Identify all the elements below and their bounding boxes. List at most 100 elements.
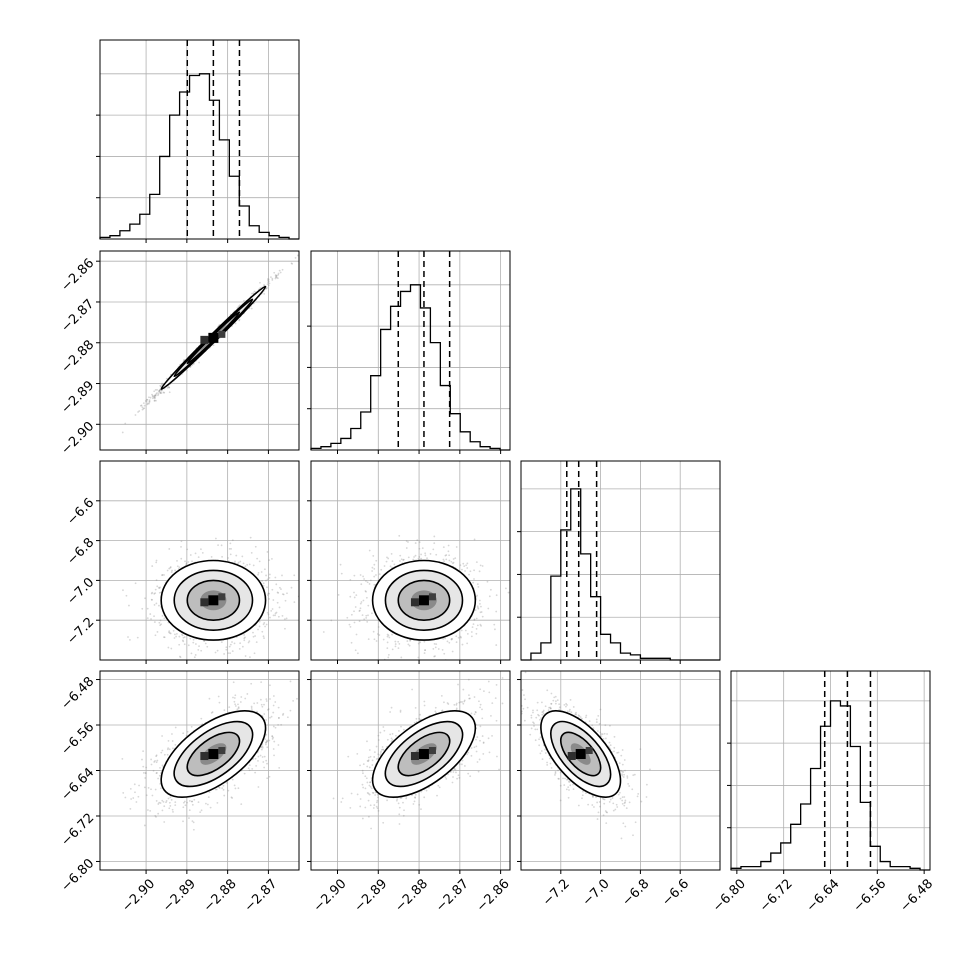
sample-point	[266, 611, 269, 614]
sample-point	[153, 397, 156, 400]
sample-point	[252, 635, 255, 638]
sample-point	[279, 271, 282, 274]
sample-point	[157, 803, 160, 805]
sample-point	[353, 574, 356, 577]
sample-point	[223, 794, 226, 797]
sample-point	[464, 629, 467, 632]
sample-point	[191, 803, 194, 806]
sample-point	[387, 653, 390, 656]
sample-point	[284, 599, 287, 602]
sample-point	[239, 560, 242, 563]
sample-point	[191, 560, 193, 563]
sample-point	[366, 620, 369, 623]
sample-point	[234, 703, 237, 706]
sample-point	[266, 551, 269, 553]
sample-point	[354, 606, 357, 608]
sample-point	[171, 733, 173, 735]
sample-point	[280, 588, 282, 591]
sample-point	[514, 592, 516, 594]
sample-point	[215, 662, 217, 664]
sample-point	[154, 394, 157, 397]
pair-content	[121, 680, 298, 831]
sample-point	[386, 633, 389, 636]
sample-point	[148, 401, 151, 403]
sample-point	[125, 594, 128, 597]
sample-point	[368, 583, 371, 585]
sample-point	[274, 612, 277, 615]
histogram-panel-1	[307, 250, 511, 451]
sample-point	[293, 601, 296, 604]
sample-point	[367, 614, 369, 617]
sample-point	[274, 701, 277, 703]
sample-point	[285, 617, 288, 620]
sample-point	[247, 641, 250, 644]
sample-point	[149, 613, 152, 615]
sample-point	[269, 616, 271, 619]
sample-point	[397, 647, 400, 649]
sample-point	[365, 617, 368, 619]
sample-point	[391, 648, 394, 651]
sample-point	[157, 394, 159, 397]
sample-point	[355, 594, 358, 597]
sample-point	[242, 562, 245, 565]
sample-point	[240, 696, 243, 698]
sample-point	[153, 399, 156, 402]
sample-point	[252, 564, 255, 567]
sample-point	[153, 396, 155, 399]
sample-point	[192, 638, 195, 641]
sample-point	[355, 633, 358, 636]
sample-point	[181, 634, 184, 637]
sample-point	[185, 562, 188, 565]
sample-point	[155, 399, 157, 402]
sample-point	[178, 566, 181, 569]
sample-point	[359, 609, 361, 612]
sample-point	[250, 682, 253, 685]
sample-point	[141, 607, 144, 610]
density-block	[200, 335, 209, 344]
sample-point	[405, 547, 408, 549]
sample-point	[149, 809, 152, 812]
sample-point	[475, 627, 478, 630]
sample-point	[429, 673, 431, 675]
sample-point	[303, 247, 305, 249]
sample-point	[167, 747, 170, 750]
sample-point	[216, 801, 219, 804]
sample-point	[161, 614, 164, 617]
sample-point	[257, 628, 259, 631]
sample-point	[267, 613, 270, 616]
sample-point	[252, 631, 254, 634]
sample-point	[157, 390, 160, 393]
sample-point	[263, 766, 266, 769]
sample-point	[266, 746, 269, 749]
sample-point	[174, 801, 177, 804]
sample-point	[157, 777, 159, 780]
sample-point	[250, 551, 253, 554]
sample-point	[478, 570, 481, 573]
sample-point	[217, 544, 219, 547]
sample-point	[182, 806, 185, 809]
sample-point	[229, 652, 231, 655]
sample-point	[151, 397, 154, 400]
sample-point	[187, 644, 190, 647]
sample-point	[158, 591, 161, 594]
sample-point	[414, 554, 417, 557]
sample-point	[248, 640, 251, 643]
sample-point	[175, 632, 178, 635]
sample-point	[266, 594, 269, 596]
sample-point	[182, 636, 185, 639]
sample-point	[451, 637, 454, 640]
sample-point	[451, 675, 453, 677]
sample-point	[290, 586, 293, 589]
sample-point	[124, 422, 127, 425]
sample-point	[161, 574, 164, 577]
sample-point	[148, 402, 150, 405]
sample-point	[184, 560, 186, 563]
sample-point	[340, 572, 343, 575]
sample-point	[163, 821, 166, 823]
sample-point	[373, 583, 376, 586]
sample-point	[252, 292, 255, 295]
sample-point	[243, 772, 246, 775]
sample-point	[455, 641, 458, 644]
sample-point	[179, 656, 182, 659]
sample-point	[228, 547, 231, 550]
